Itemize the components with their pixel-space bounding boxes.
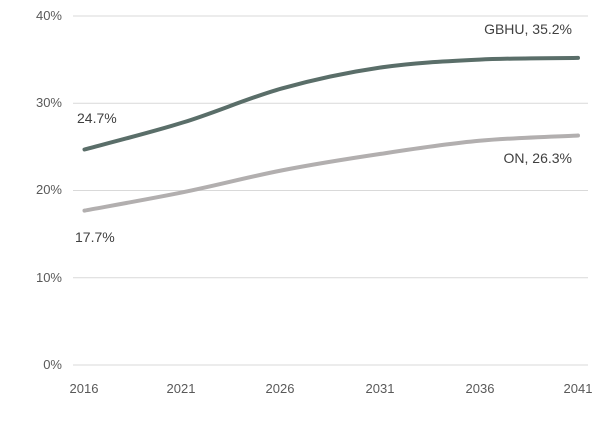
x-axis-label-2031: 2031 xyxy=(365,381,395,396)
y-axis-label-40: 40% xyxy=(35,8,62,23)
x-axis-label-2016: 2016 xyxy=(69,381,99,396)
series-line-on xyxy=(82,133,580,213)
on-start-value-label: 17.7% xyxy=(75,229,115,245)
gbhu-series-end-label: GBHU, 35.2% xyxy=(484,21,572,37)
x-axis-label-2021: 2021 xyxy=(166,381,196,396)
gbhu-start-value-label: 24.7% xyxy=(77,110,117,126)
y-axis-label-30: 30% xyxy=(35,95,62,110)
on-series-end-label: ON, 26.3% xyxy=(503,150,572,166)
y-axis-label-10: 10% xyxy=(35,270,62,285)
x-axis-label-2026: 2026 xyxy=(265,381,295,396)
y-axis-label-0: 0% xyxy=(43,357,62,372)
y-axis-label-20: 20% xyxy=(35,182,62,197)
series-line-gbhu xyxy=(82,55,580,152)
x-axis-label-2041: 2041 xyxy=(563,381,593,396)
x-axis-label-2036: 2036 xyxy=(465,381,495,396)
